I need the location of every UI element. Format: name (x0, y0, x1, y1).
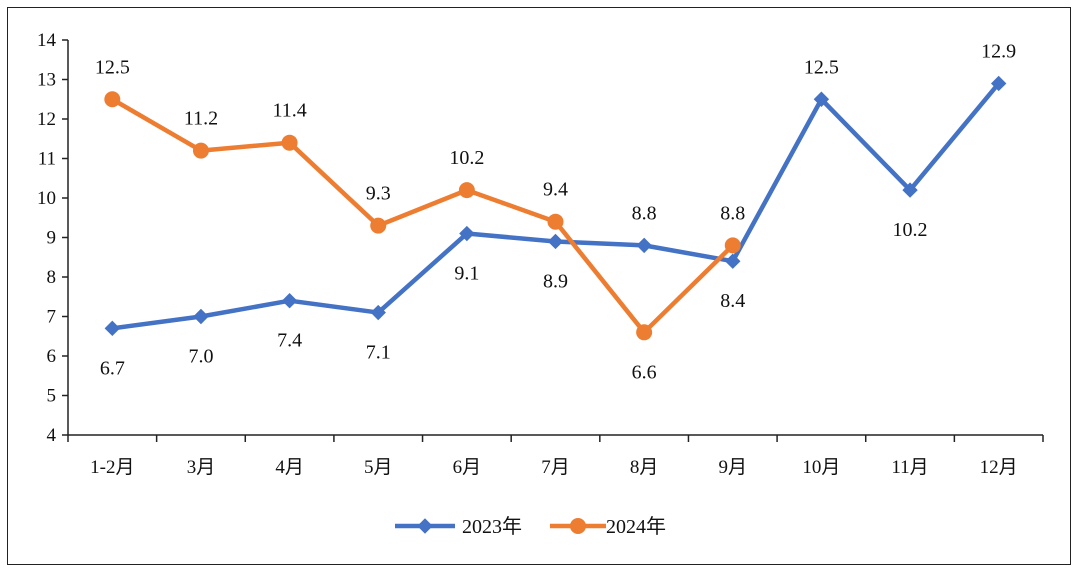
x-tick-label: 12月 (980, 457, 1018, 478)
data-point (104, 320, 121, 337)
data-point (370, 304, 386, 321)
data-point (636, 324, 653, 341)
x-tick-label: 4月 (275, 457, 304, 478)
legend-label: 2023年 (462, 515, 522, 538)
legend: 2023年 2024年 (395, 515, 666, 538)
data-label: 12.5 (804, 56, 839, 78)
axes: 4 5 6 7 8 9 10 11 12 13 14 1-2月 3月 4月 5月 6月 7月 8月 9月 10月 11月… (37, 30, 1044, 478)
data-point (281, 134, 298, 151)
data-label: 7.1 (366, 342, 391, 364)
y-tick-label: 11 (38, 149, 56, 170)
data-label: 8.4 (720, 290, 745, 312)
data-point (192, 142, 209, 159)
data-point (902, 182, 918, 198)
data-label: 7.0 (188, 346, 213, 368)
x-tick-label: 11月 (891, 457, 928, 478)
data-point (813, 91, 830, 107)
series-markers (104, 75, 1007, 341)
data-label: 11.2 (184, 108, 218, 130)
data-label: 11.4 (272, 100, 306, 122)
data-label: 8.9 (543, 270, 568, 292)
x-tick-label: 1-2月 (90, 457, 134, 478)
data-label: 8.8 (720, 202, 745, 224)
series-line-2024年 (110, 97, 736, 335)
data-point (193, 308, 209, 325)
data-point (547, 213, 564, 230)
y-tick-label: 10 (37, 188, 56, 209)
y-tick-label: 6 (47, 346, 57, 367)
x-tick-label: 10月 (802, 457, 840, 478)
data-point (458, 182, 475, 199)
legend-marker (570, 518, 586, 534)
data-point (104, 91, 121, 108)
y-tick-label: 7 (47, 307, 57, 328)
data-point (724, 237, 741, 254)
data-label: 12.5 (95, 56, 130, 78)
x-tick-label: 6月 (453, 457, 482, 478)
data-point (547, 233, 564, 250)
y-tick-label: 9 (47, 228, 57, 249)
y-tick-label: 8 (47, 267, 57, 288)
x-tick-label: 8月 (630, 457, 659, 478)
legend-marker (417, 518, 433, 534)
data-point (459, 225, 475, 242)
chart-frame (7, 7, 1071, 565)
data-label: 9.4 (543, 179, 568, 201)
x-tick-label: 5月 (364, 457, 393, 478)
data-point (725, 253, 741, 269)
data-point (370, 217, 387, 234)
data-label: 7.4 (277, 330, 302, 352)
y-tick-label: 14 (37, 30, 57, 51)
y-tick-label: 4 (47, 425, 57, 446)
x-tick-label: 7月 (541, 457, 570, 478)
data-point (990, 75, 1007, 92)
data-label: 9.3 (366, 183, 391, 205)
y-tick-label: 13 (37, 70, 56, 91)
data-point (636, 237, 652, 254)
data-labels: 6.7 7.0 7.4 7.1 9.1 8.9 8.8 8.4 12.5 10.2 12.9 12.5… (95, 40, 1016, 383)
y-tick-label: 12 (37, 109, 56, 130)
data-point (281, 292, 298, 309)
data-label: 6.7 (100, 357, 125, 379)
data-label: 12.9 (981, 40, 1016, 62)
data-label: 10.2 (449, 147, 484, 169)
data-label: 9.1 (454, 263, 479, 285)
legend-label: 2024年 (606, 515, 666, 538)
data-label: 8.8 (632, 202, 657, 224)
data-label: 10.2 (893, 219, 928, 241)
x-tick-label: 3月 (187, 457, 216, 478)
data-label: 6.6 (632, 361, 657, 383)
x-tick-label: 9月 (719, 457, 748, 478)
series-lines (110, 81, 1001, 335)
y-tick-label: 5 (47, 386, 57, 407)
